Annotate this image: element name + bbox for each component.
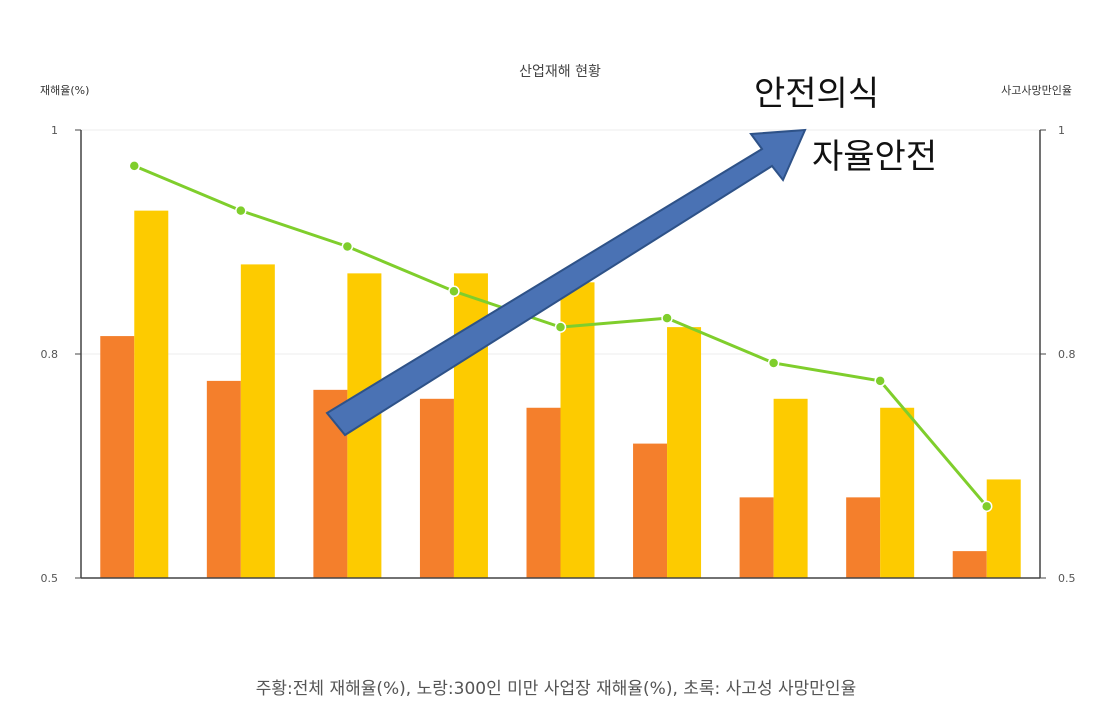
line-point-7 [767,357,780,369]
bar-series2-9 [986,479,1021,578]
bars [100,210,1021,578]
trend-arrow [325,128,807,437]
bar-series1-6 [633,443,668,578]
right-axis-label: 사고사망만인율 [1001,84,1072,97]
line-point-4 [448,285,460,298]
right-tick-label: 1 [1058,124,1065,137]
bar-series2-1 [134,210,169,578]
left-tick-label: 0.8 [41,348,59,361]
left-tick-label: 1 [51,124,58,137]
line-point-3 [341,240,354,253]
bar-series2-7 [773,398,808,578]
bar-series2-6 [667,327,702,578]
line-point-6 [661,312,673,324]
line-point-5 [554,321,567,333]
chart-caption: 주황:전체 재해율(%), 노랑:300인 미만 사업장 재해율(%), 초록:… [256,679,856,699]
bar-series1-4 [419,398,454,578]
right-tick-label: 0.5 [1058,572,1076,585]
annotation-label-top: 안전의식 [754,74,879,114]
bar-series1-8 [846,497,881,578]
bar-series1-7 [739,497,774,578]
bar-series2-2 [240,264,275,578]
right-tick-label: 0.8 [1058,348,1076,361]
line-series [128,160,993,513]
bar-series1-9 [952,551,987,578]
line-point-1 [128,160,141,172]
line-point-2 [235,204,247,217]
annotation-label-bottom: 자율안전 [812,137,937,177]
chart-title: 산업재해 현황 [519,64,601,80]
left-tick-label: 0.5 [41,572,59,585]
line-point-8 [874,375,886,387]
bar-series2-5 [560,282,595,578]
bar-series1-5 [526,407,561,578]
line-point-9 [980,500,993,513]
bar-series1-1 [100,336,135,578]
bar-series2-8 [880,407,915,578]
left-axis-label: 재해율(%) [40,83,89,97]
bar-series1-2 [206,380,241,578]
